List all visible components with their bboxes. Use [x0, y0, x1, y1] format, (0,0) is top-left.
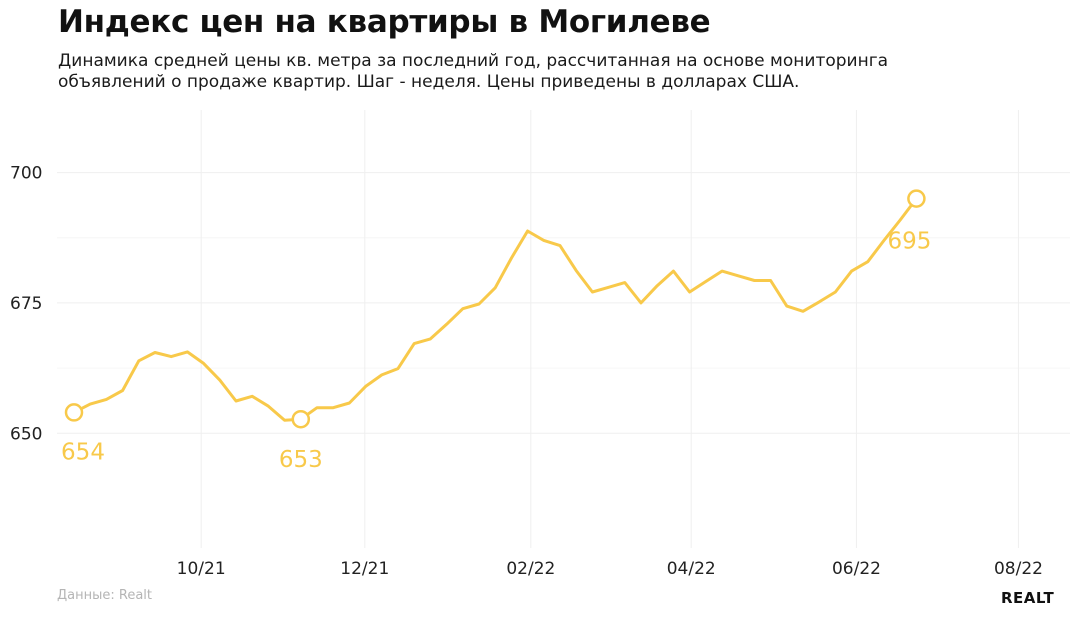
annotation-label: 695 [887, 229, 931, 255]
series-line [72, 197, 918, 422]
y-tick-label: 675 [10, 294, 42, 314]
chart-subtitle: Динамика средней цены кв. метра за после… [58, 51, 1038, 93]
annotation-marker [907, 189, 926, 208]
subtitle-line: объявлений о продаже квартир. Шаг - неде… [58, 72, 800, 92]
y-tick-label: 650 [10, 424, 42, 444]
x-tick-label: 10/21 [177, 559, 226, 579]
brand-logo: REALT [1001, 589, 1055, 607]
source-note: Данные: Realt [57, 588, 153, 603]
annotation-marker [291, 409, 311, 429]
x-tick-label: 08/22 [994, 559, 1043, 579]
annotation-marker [64, 403, 84, 422]
x-tick-label: 06/22 [832, 559, 881, 579]
annotation-label: 653 [279, 447, 323, 473]
x-tick-label: 02/22 [506, 559, 555, 579]
y-tick-label: 700 [10, 164, 42, 184]
x-tick-label: 12/21 [340, 559, 389, 579]
subtitle-line: Динамика средней цены кв. метра за после… [58, 51, 889, 71]
chart-title: Индекс цен на квартиры в Могилеве [58, 4, 711, 40]
x-tick-label: 04/22 [667, 559, 716, 579]
annotation-label: 654 [61, 439, 105, 465]
